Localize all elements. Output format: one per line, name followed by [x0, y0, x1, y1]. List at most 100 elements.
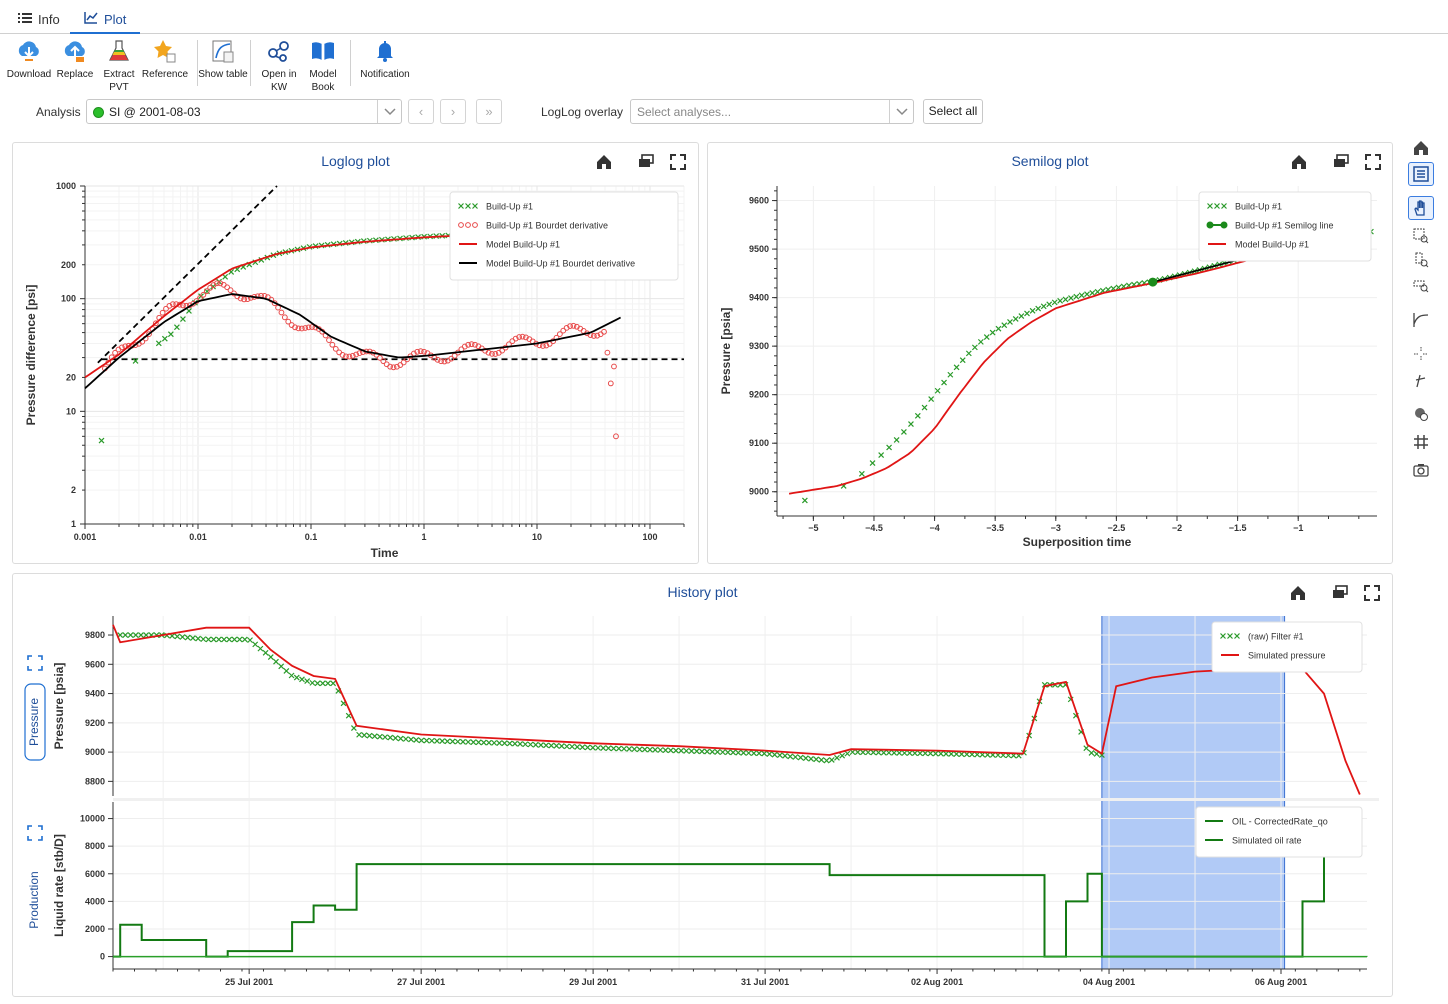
filter-point — [600, 745, 607, 751]
filter-point — [215, 636, 222, 643]
loglog-chart[interactable]: 0.001 0.01 0.1 1 10 100 1 2 10 20 100 200 1000 Time Pr… — [13, 143, 700, 565]
derivative-point — [377, 354, 383, 361]
semilog-legend-item-label: Model Build-Up #1 — [1235, 240, 1309, 250]
draw-line-button[interactable] — [1408, 308, 1434, 332]
tab-plot[interactable]: Plot — [69, 6, 141, 34]
derivative-point — [560, 327, 567, 334]
home-icon[interactable] — [1289, 584, 1307, 602]
fullscreen-icon[interactable] — [669, 153, 687, 171]
filter-point — [828, 757, 835, 763]
filter-point — [818, 757, 825, 763]
derivative-point — [492, 351, 499, 357]
filter-point — [288, 672, 295, 679]
download-button[interactable]: Download — [3, 38, 55, 81]
grid-toggle-button[interactable] — [1408, 430, 1434, 454]
show-table-button[interactable]: Show table — [197, 38, 249, 81]
reference-button[interactable]: Reference — [139, 38, 191, 81]
derivative-point — [472, 341, 478, 348]
x-tick-label: 27 Jul 2001 — [397, 977, 445, 987]
build-up-point — [1051, 299, 1058, 306]
filter-point — [647, 746, 653, 753]
next-analysis-button[interactable]: › — [440, 99, 466, 124]
previous-analysis-button[interactable]: ‹ — [408, 99, 434, 124]
x-tick-label: 02 Aug 2001 — [911, 977, 963, 987]
select-all-button[interactable]: Select all — [923, 99, 983, 124]
analysis-label: Analysis — [36, 105, 81, 119]
derivative-point — [207, 284, 214, 291]
semilog-legend-item-marker — [1214, 203, 1220, 209]
filter-point — [465, 739, 472, 745]
layers-icon[interactable] — [637, 153, 655, 171]
derivative-point — [118, 344, 125, 351]
box-zoom-button[interactable] — [1408, 224, 1434, 248]
filter-point — [911, 750, 918, 757]
expand-pane-icon[interactable] — [27, 825, 43, 841]
build-up-point — [155, 340, 162, 347]
build-up-point — [1073, 293, 1080, 300]
reset-view-button[interactable] — [1408, 136, 1434, 160]
filter-point — [330, 680, 337, 687]
production-tab[interactable]: Production — [27, 871, 41, 928]
replace-button[interactable]: Replace — [49, 38, 101, 81]
semilog-chart[interactable]: −5 −4.5 −4 −3.5 −3 −2.5 −2 −1.5 −1 9000 9100 9200 93… — [708, 143, 1394, 565]
x-tick-label: 0.001 — [74, 532, 97, 542]
filter-point — [138, 632, 144, 638]
derivative-point — [152, 320, 159, 327]
screenshot-button[interactable] — [1408, 458, 1434, 482]
history-chart[interactable]: 25 Jul 2001 27 Jul 2001 29 Jul 2001 31 Jul … — [13, 574, 1394, 998]
filter-point — [714, 749, 721, 755]
filter-point — [527, 741, 534, 748]
home-icon[interactable] — [595, 153, 613, 171]
pan-tool-button[interactable] — [1408, 196, 1434, 220]
y-zoom-button[interactable] — [1408, 248, 1434, 272]
last-analysis-button[interactable]: » — [476, 99, 502, 124]
derivative-point — [468, 341, 475, 348]
x-axis-label: Time — [371, 546, 399, 560]
filter-point — [579, 744, 586, 751]
pressure-tab[interactable]: Pressure — [27, 698, 41, 746]
y-tick-label: 9600 — [85, 659, 105, 669]
hover-tool-button[interactable] — [1408, 402, 1434, 426]
derivative-point — [400, 359, 407, 366]
chevron-down-icon[interactable] — [889, 100, 913, 123]
derivative-point — [543, 342, 550, 349]
chevron-down-icon[interactable] — [377, 100, 401, 123]
expand-pane-icon[interactable] — [27, 655, 43, 671]
y-tick-label: 9400 — [85, 689, 105, 699]
semilog-legend-item-marker — [1207, 203, 1213, 209]
tab-info[interactable]: Info — [18, 6, 60, 32]
home-icon — [1414, 141, 1428, 155]
y-tick-label: 1 — [71, 519, 76, 529]
filter-point — [517, 741, 524, 747]
loglog-panel: Loglog plot 0.001 0.01 0.1 1 10 100 1 2 10 20 100 2… — [12, 142, 699, 564]
build-up-point — [1062, 296, 1069, 303]
layers-icon[interactable] — [1331, 584, 1349, 602]
legend-toggle-button[interactable] — [1408, 162, 1434, 186]
derivative-point — [590, 333, 597, 339]
filter-point — [917, 750, 923, 757]
y-tick-label: 6000 — [85, 869, 105, 879]
crosshair-button[interactable] — [1408, 342, 1434, 366]
layers-icon[interactable] — [1332, 153, 1350, 171]
x-zoom-button[interactable] — [1408, 274, 1434, 298]
model-book-button[interactable]: Model Book — [297, 38, 349, 94]
derivative-point — [414, 348, 421, 355]
extract-pvt-button[interactable]: Extract PVT — [93, 38, 145, 94]
filter-point — [283, 667, 290, 674]
filter-point — [756, 750, 762, 757]
build-up-point — [167, 331, 174, 338]
home-icon[interactable] — [1290, 153, 1308, 171]
open-in-kw-button[interactable]: Open in KW — [253, 38, 305, 94]
loglog-overlay-select[interactable]: Select analyses... — [630, 99, 914, 124]
fullscreen-icon[interactable] — [1363, 584, 1381, 602]
y-tick-label: 9800 — [85, 630, 105, 640]
pressure-legend-item-marker — [1220, 633, 1226, 639]
toolbar-divider — [350, 40, 351, 86]
x-tick-label: 31 Jul 2001 — [741, 977, 789, 987]
analysis-select[interactable]: SI @ 2001-08-03 — [86, 99, 402, 124]
filter-point — [143, 632, 150, 638]
point-tool-button[interactable] — [1408, 368, 1434, 392]
fullscreen-icon[interactable] — [1364, 153, 1382, 171]
filter-point — [834, 754, 840, 761]
notification-button[interactable]: Notification — [353, 38, 417, 81]
